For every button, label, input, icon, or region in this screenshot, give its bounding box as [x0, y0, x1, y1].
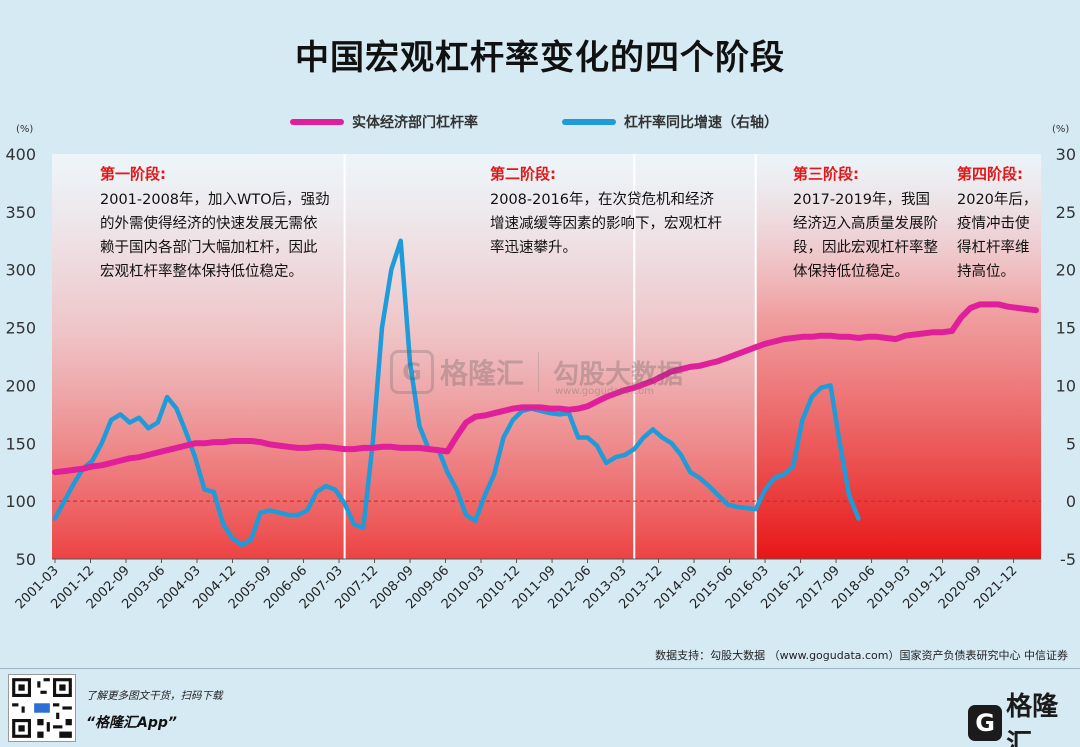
series-leverage-ratio-line [52, 301, 1039, 476]
legend-swatch-magenta [290, 119, 344, 125]
stage-1-panel [52, 154, 345, 559]
right-axis-tick-label: 0 [1066, 492, 1076, 511]
watermark-brand: 格隆汇 [440, 357, 525, 390]
stage-1-title: 第一阶段: [100, 165, 166, 183]
brand-logo: G 格隆汇 [968, 686, 1080, 747]
legend-label-growth-rate: 杠杆率同比增速（右轴） [624, 115, 778, 131]
watermark-url: www.gogudata.com [555, 386, 655, 397]
brand-logo-icon: G [968, 705, 1003, 741]
left-axis-tick-label: 250 [5, 319, 36, 338]
legend-swatch-blue [562, 119, 616, 125]
right-axis-tick-label: 15 [1056, 319, 1076, 338]
right-axis-tick-label: 10 [1056, 376, 1076, 395]
right-axis-unit: (%) [1052, 124, 1070, 135]
page-title: 中国宏观杠杆率变化的四个阶段 [295, 38, 785, 78]
left-axis-tick-label: 350 [5, 203, 36, 222]
left-axis-unit: (%) [16, 124, 34, 135]
qr-code[interactable] [8, 674, 76, 742]
promo-line-1: 了解更多图文干货，扫码下载 [86, 690, 223, 702]
stage-1-text: 2001-2008年，加入WTO后，强劲的外需使得经济的快速发展无需依赖于国内各… [100, 192, 330, 280]
watermark-divider [538, 352, 540, 392]
stage-3-annotation: 第三阶段: 2017-2019年，我国经济迈入高质量发展阶段，因此宏观杠杆率整体… [793, 162, 941, 284]
watermark-logo-icon: G [390, 350, 434, 394]
stage-3-title: 第三阶段: [793, 165, 859, 183]
data-source: 数据支持：勾股大数据 （www.gogudata.com）国家资产负债表研究中心… [655, 649, 1068, 662]
left-axis-tick-label: 200 [5, 376, 36, 395]
footer-divider [0, 668, 1080, 669]
left-axis-tick-label: 100 [5, 492, 36, 511]
right-axis-tick-label: -5 [1060, 550, 1076, 569]
stage-2-annotation: 第二阶段: 2008-2016年，在次贷危机和经济增速减缓等因素的影响下，宏观杠… [490, 162, 722, 260]
series-growth-rate-line [52, 238, 861, 548]
stage-3-text: 2017-2019年，我国经济迈入高质量发展阶段，因此宏观杠杆率整体保持低位稳定… [793, 192, 938, 280]
right-axis-tick-label: 20 [1056, 261, 1076, 280]
right-axis-tick-label: 25 [1056, 203, 1076, 222]
brand-logo-text: 格隆汇 [1006, 692, 1059, 747]
left-axis-tick-label: 400 [5, 145, 36, 164]
stage-4-title: 第四阶段: [957, 165, 1023, 183]
stage-2-text: 2008-2016年，在次贷危机和经济增速减缓等因素的影响下，宏观杠杆率迅速攀升… [490, 192, 722, 256]
stage-4-panel [755, 154, 1041, 559]
right-axis-tick-label: 5 [1066, 434, 1076, 453]
legend-label-leverage-ratio: 实体经济部门杠杆率 [352, 115, 478, 131]
stage-1-annotation: 第一阶段: 2001-2008年，加入WTO后，强劲的外需使得经济的快速发展无需… [100, 162, 330, 284]
watermark: G 格隆汇 勾股大数据 [390, 350, 683, 394]
legend-item-growth-rate: 杠杆率同比增速（右轴） [562, 112, 778, 132]
qr-code-icon [9, 675, 75, 741]
stage-4-annotation: 第四阶段: 2020年后，疫情冲击使得杠杆率维持高位。 [957, 162, 1043, 284]
right-axis-tick-label: 30 [1056, 145, 1076, 164]
left-axis-tick-label: 300 [5, 261, 36, 280]
stage-4-text: 2020年后，疫情冲击使得杠杆率维持高位。 [957, 192, 1038, 280]
left-axis-tick-label: 50 [16, 550, 36, 569]
watermark-brand2: 勾股大数据 [553, 359, 684, 390]
left-axis-tick-label: 150 [5, 434, 36, 453]
stage-2-title: 第二阶段: [490, 165, 556, 183]
legend-item-leverage-ratio: 实体经济部门杠杆率 [290, 112, 478, 132]
promo-line-2: “格隆汇App” [86, 715, 177, 731]
